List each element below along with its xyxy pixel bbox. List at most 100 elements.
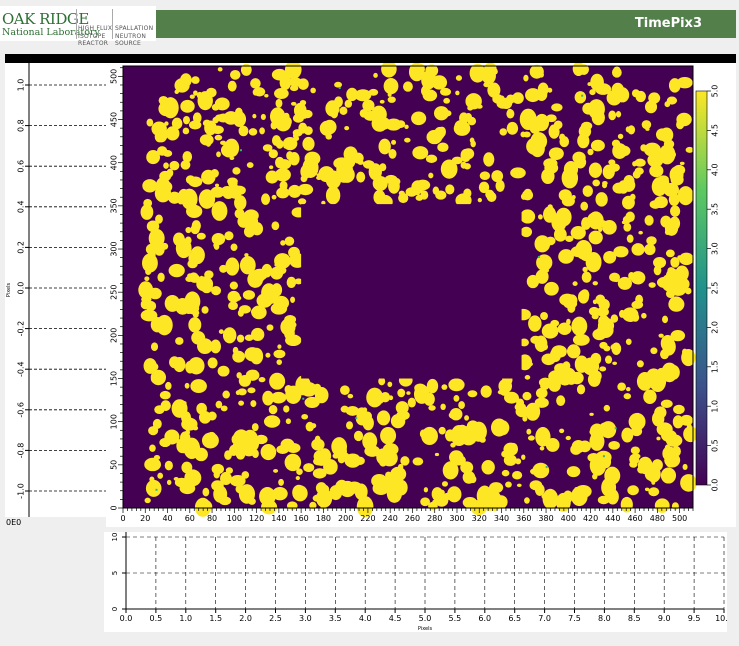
heatmap-hit <box>523 131 531 138</box>
heatmap-hit <box>261 499 278 515</box>
heatmap-hit <box>186 302 200 315</box>
heatmap-hit <box>434 452 440 457</box>
heatmap-hit <box>512 92 524 104</box>
heatmap-hit <box>444 110 452 117</box>
vertical-profile-panel[interactable]: 1.0 0.8 0.6 0.4 0.2 0.0 -0.2 -0.4 -0.6 -0.8 -1.0 Pi… <box>5 63 106 517</box>
y-tick-label: 350 <box>110 198 119 213</box>
heatmap-hit <box>595 294 606 305</box>
heatmap-hit <box>535 88 548 102</box>
heatmap-hit <box>319 484 330 494</box>
heatmap-hit <box>198 381 206 388</box>
profile-x-tick-label: 1.5 <box>209 614 222 623</box>
heatmap-hit <box>275 139 284 149</box>
heatmap-hit <box>180 99 195 113</box>
heatmap-hit <box>285 334 302 347</box>
heatmap-hit <box>588 230 603 245</box>
heatmap-hit <box>145 300 157 312</box>
heatmap-hit <box>169 160 180 171</box>
heatmap-hit <box>396 120 406 128</box>
heatmap-hit <box>396 482 406 493</box>
detector-image-plot: 0 20 40 60 80 100 120 140 160 180 200 220 240 260 280 3… <box>110 60 720 523</box>
heatmap-hit <box>225 257 240 276</box>
heatmap-hit <box>440 159 458 179</box>
x-tick-label: 180 <box>316 514 331 523</box>
heatmap-hit <box>260 113 266 121</box>
heatmap-hit <box>145 479 162 497</box>
y-tick-label: 0 <box>110 505 119 510</box>
heatmap-hit <box>220 405 228 412</box>
heatmap-hit <box>489 482 504 494</box>
heatmap-hit <box>292 485 308 502</box>
heatmap-hit <box>201 306 209 314</box>
heatmap-hit <box>204 120 217 136</box>
profile-x-tick-label: 7.0 <box>538 614 551 623</box>
heatmap-hit <box>664 101 671 108</box>
heatmap-hit <box>566 466 581 478</box>
heatmap-hit <box>604 466 621 485</box>
heatmap-hit <box>286 276 297 289</box>
title-bar: TimePix3 <box>156 10 736 38</box>
heatmap-hit <box>252 113 257 119</box>
heatmap-hit <box>592 179 601 187</box>
heatmap-hit <box>342 452 350 459</box>
heatmap-hit <box>676 77 693 89</box>
heatmap-hit <box>344 99 353 108</box>
x-tick-label: 200 <box>338 514 353 523</box>
heatmap-hit <box>250 400 257 408</box>
app-title: TimePix3 <box>634 16 702 31</box>
heatmap-hit <box>435 494 449 507</box>
horizontal-profile-panel[interactable]: 0.0 0.5 1.0 1.5 2.0 2.5 3.0 3.5 4.0 4.5 5.0 5.5 6.0 6… <box>104 532 733 632</box>
x-tick-label: 60 <box>185 514 195 523</box>
heatmap-hit <box>522 391 532 401</box>
heatmap-hit <box>248 497 256 505</box>
heatmap-hit <box>573 491 582 498</box>
heatmap-hit <box>677 186 694 206</box>
profile-tick-label: -0.4 <box>17 361 26 377</box>
colorbar-tick-label: 0.0 <box>711 479 720 492</box>
heatmap-hit <box>428 172 434 179</box>
heatmap-hit <box>490 418 508 437</box>
heatmap-hit <box>373 72 378 78</box>
heatmap-hit <box>516 483 522 488</box>
heatmap-hit <box>470 421 487 442</box>
heatmap-hit <box>672 368 679 375</box>
heatmap-hit <box>596 142 601 147</box>
heatmap-hit <box>371 388 379 395</box>
heatmap-hit <box>523 74 529 82</box>
heatmap-hit <box>274 168 291 182</box>
heatmap-hit <box>210 186 225 198</box>
heatmap-hit <box>254 434 268 445</box>
heatmap-hit <box>549 348 562 362</box>
heatmap-hit <box>432 499 437 504</box>
heatmap-hit <box>544 281 559 296</box>
heatmap-hit <box>660 215 672 228</box>
colorbar-tick-label: 2.5 <box>711 282 720 295</box>
heatmap-hit <box>683 426 698 443</box>
heatmap-hit <box>565 235 574 242</box>
x-tick-label: 380 <box>538 514 553 523</box>
profile-tick-label: -0.8 <box>17 443 26 459</box>
ornl-logo: OAK RIDGE National Laboratory HIGH FLUX I… <box>0 6 156 47</box>
heatmap-hit <box>610 314 619 323</box>
profile-tick-label: 0.8 <box>17 119 26 132</box>
heatmap-hit <box>211 463 225 475</box>
heatmap-hit <box>155 214 163 224</box>
profile-x-tick-label: 0.0 <box>120 614 133 623</box>
heatmap-hit <box>665 372 672 379</box>
heatmap-hit <box>638 230 643 235</box>
x-tick-label: 460 <box>627 514 642 523</box>
heatmap-hit <box>453 394 460 402</box>
heatmap-hit <box>681 348 696 367</box>
heatmap-hit <box>154 184 172 203</box>
heatmap-hit <box>609 425 616 432</box>
heatmap-hit <box>171 117 183 130</box>
heatmap-hit <box>506 121 519 135</box>
colorbar-tick-label: 0.5 <box>711 439 720 452</box>
heatmap-hit <box>193 90 198 96</box>
heatmap-hit <box>660 467 677 484</box>
heatmap-hit <box>526 274 540 289</box>
heatmap-hit <box>547 204 553 211</box>
heatmap-hit <box>485 189 495 200</box>
detector-image-panel[interactable]: 0 20 40 60 80 100 120 140 160 180 200 220 240 260 280 3… <box>106 60 736 527</box>
heatmap-hit <box>608 110 617 121</box>
